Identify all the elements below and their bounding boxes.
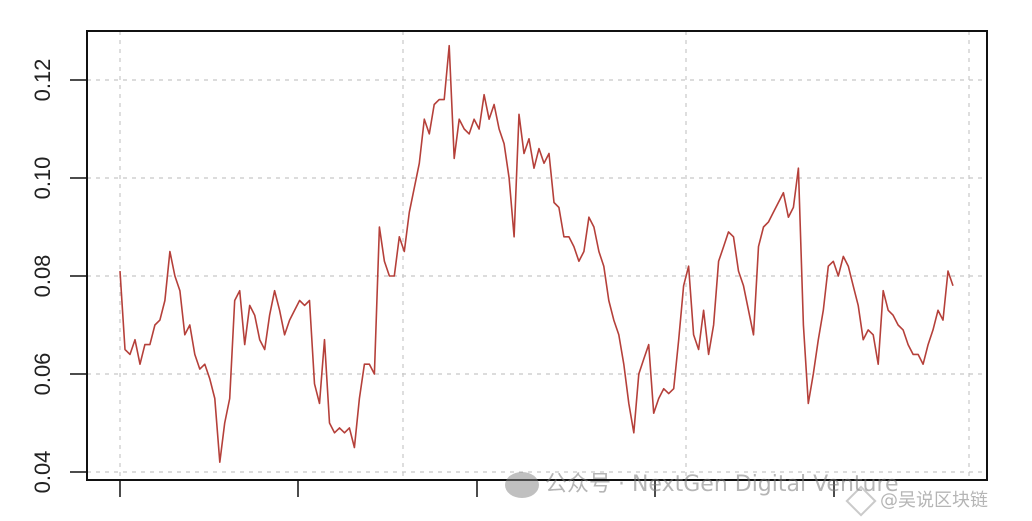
series-line (119, 44, 954, 463)
y-tick-label: 0.04 (30, 451, 55, 494)
y-tick-label: 0.10 (30, 157, 55, 200)
watermark-handle: @吴说区块链 (845, 485, 988, 517)
watermark-handle-text: @吴说区块链 (880, 490, 988, 511)
logo-icon (845, 485, 877, 517)
y-tick-label: 0.12 (30, 59, 55, 102)
y-tick-label: 0.06 (30, 353, 55, 396)
wechat-icon (505, 472, 539, 498)
watermark-account-text: 公众号 · NextGen Digital Venture (545, 472, 899, 497)
watermark-account: 公众号 · NextGen Digital Venture (505, 466, 899, 498)
y-tick-label: 0.08 (30, 255, 55, 298)
plot-frame (86, 30, 988, 481)
